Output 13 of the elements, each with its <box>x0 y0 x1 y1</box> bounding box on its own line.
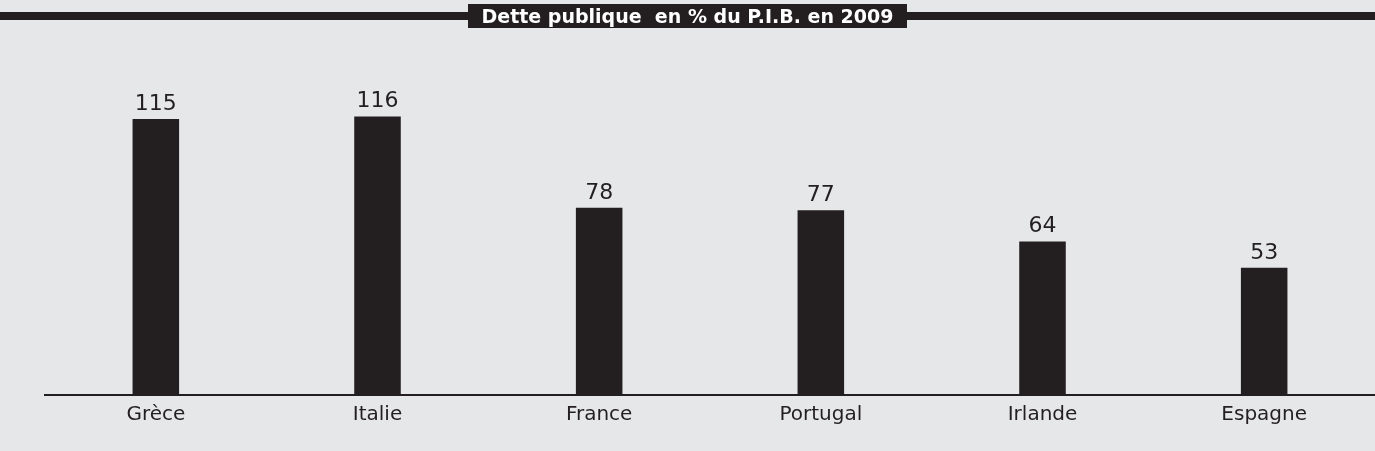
x-tick-label: France <box>565 401 633 426</box>
data-label: 116 <box>356 87 399 113</box>
data-label: 78 <box>585 178 614 204</box>
x-tick-label: Italie <box>352 401 403 426</box>
data-label: 53 <box>1250 238 1279 264</box>
x-tick-label: Irlande <box>1007 401 1078 426</box>
data-label: 64 <box>1028 212 1057 238</box>
x-tick-label: Espagne <box>1221 401 1308 426</box>
data-label: 77 <box>806 180 835 206</box>
chart-title: Dette publique en % du P.I.B. en 2009 <box>467 4 908 28</box>
x-tick-label: Portugal <box>779 401 863 426</box>
x-tick-label: Grèce <box>126 401 186 426</box>
data-label: 115 <box>134 89 177 115</box>
